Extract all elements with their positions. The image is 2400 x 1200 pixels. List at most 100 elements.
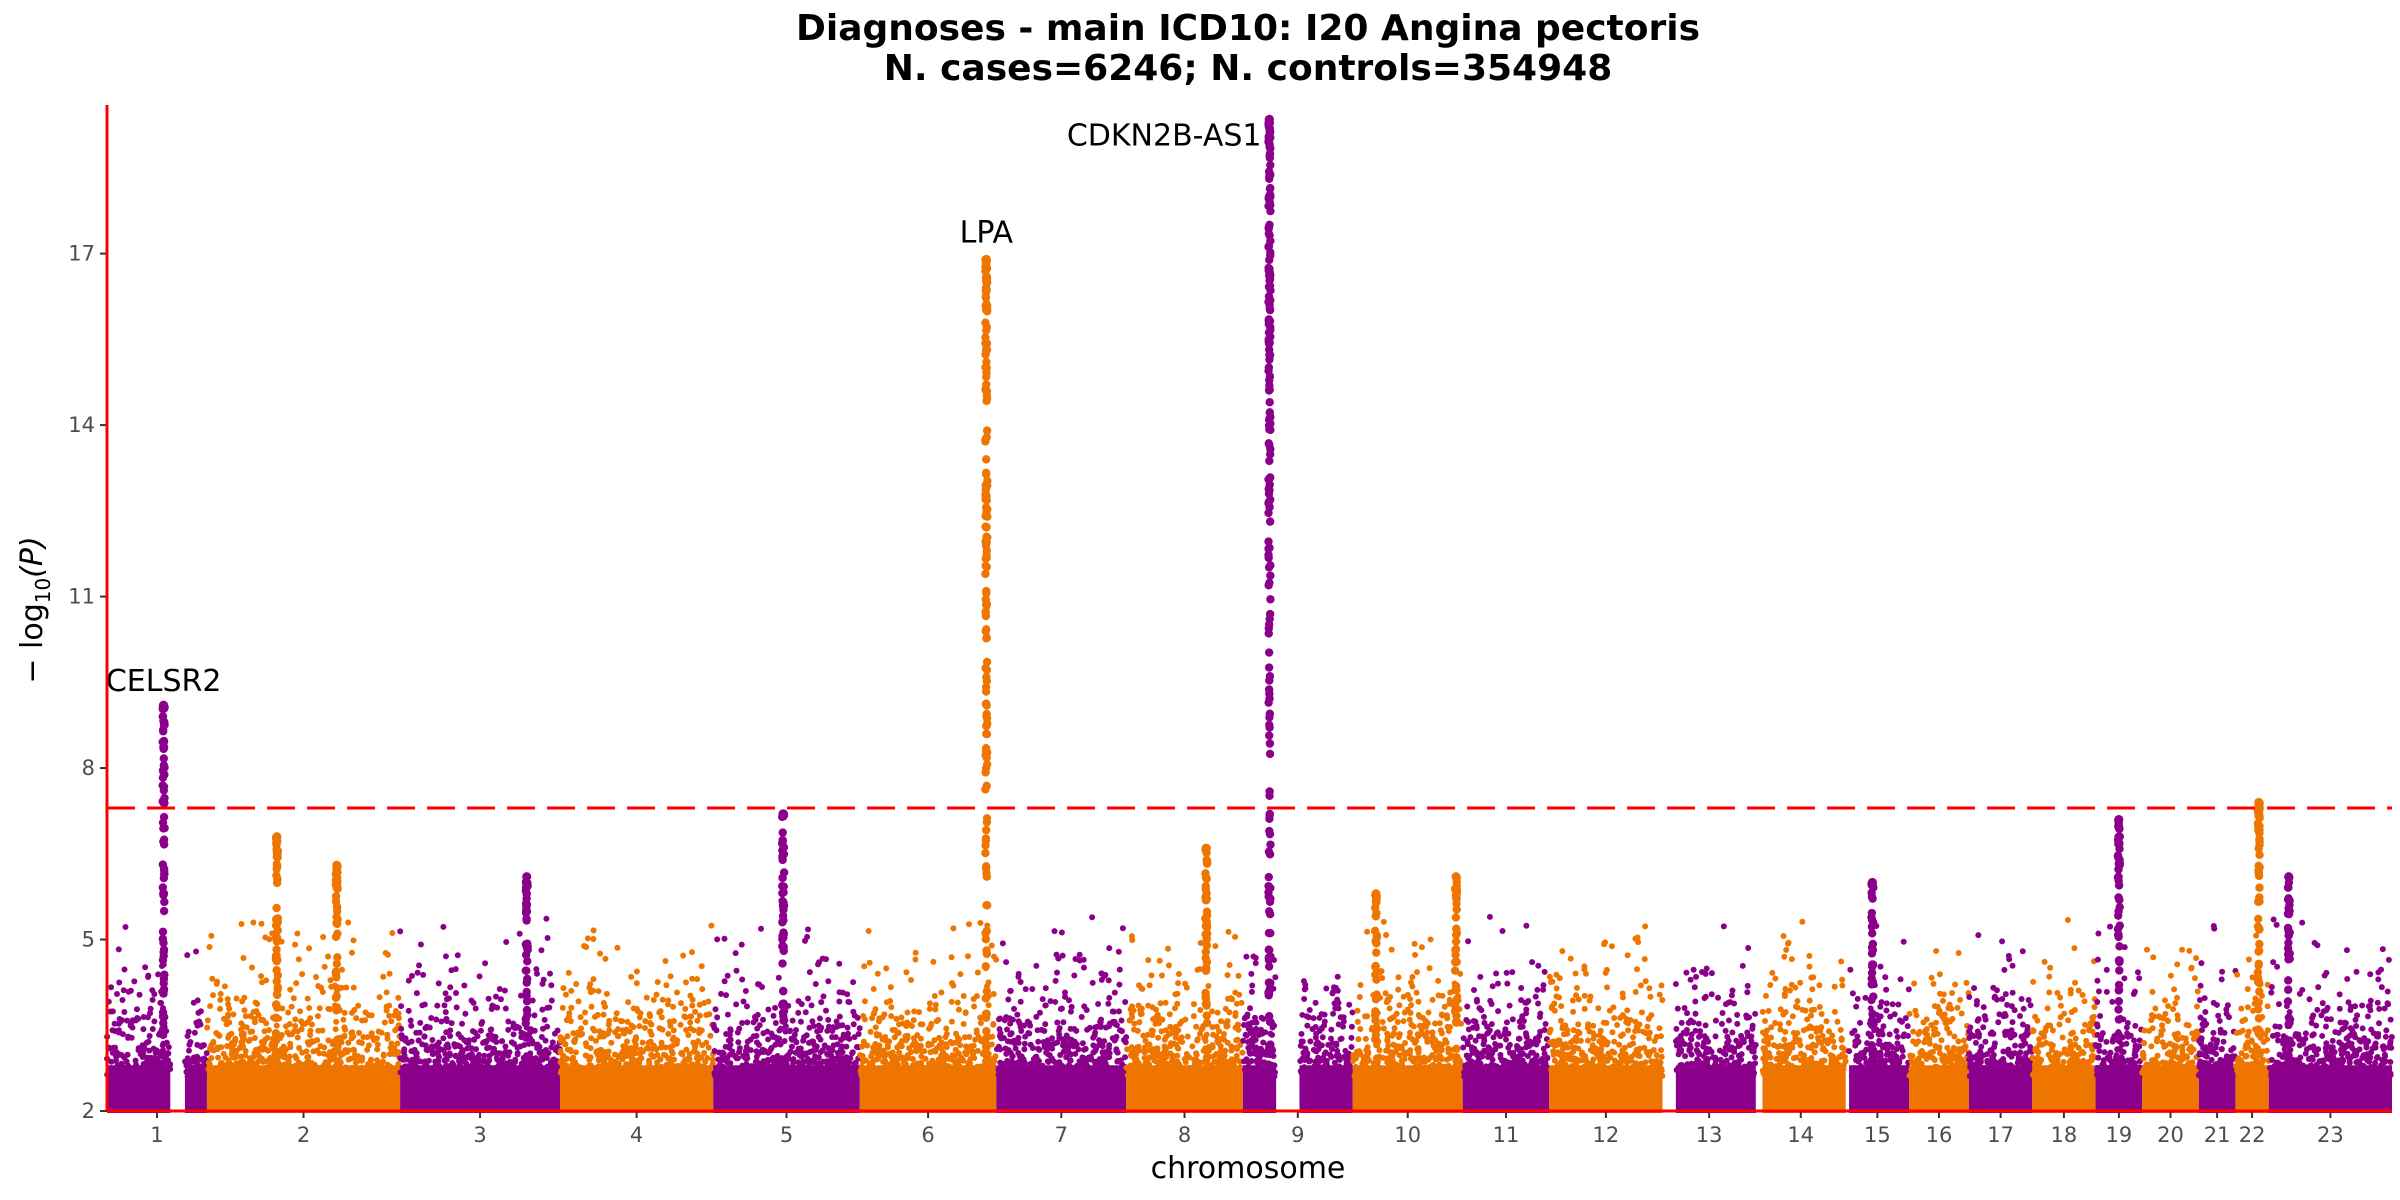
snp-point — [1509, 1016, 1516, 1023]
snp-point — [995, 1071, 1002, 1078]
snp-point — [132, 1061, 139, 1068]
snp-point — [1642, 923, 1649, 930]
snp-point — [1313, 1041, 1320, 1048]
snp-point — [615, 1065, 622, 1072]
snp-point — [1500, 1072, 1507, 1079]
snp-point — [1172, 991, 1179, 998]
snp-point — [152, 1060, 159, 1067]
snp-point — [1503, 1019, 1510, 1026]
snp-point — [1238, 999, 1245, 1006]
snp-point — [1065, 1062, 1072, 1069]
snp-point — [694, 1050, 701, 1057]
snp-point — [1708, 991, 1715, 998]
snp-point — [542, 1046, 549, 1053]
snp-point — [993, 956, 1000, 963]
snp-point — [345, 1039, 352, 1046]
snp-point — [663, 1072, 670, 1079]
snp-point — [705, 1044, 712, 1051]
snp-point — [1174, 1052, 1181, 1059]
snp-point — [1182, 1016, 1189, 1023]
snp-point — [1102, 1062, 1109, 1069]
snp-point — [1739, 962, 1746, 969]
snp-point — [144, 1014, 151, 1021]
snp-point — [1063, 1032, 1070, 1039]
snp-point — [1600, 1053, 1607, 1060]
snp-point — [1369, 1072, 1376, 1079]
snp-point — [1328, 1026, 1335, 1033]
snp-point — [1090, 1069, 1097, 1076]
snp-point — [1212, 943, 1219, 950]
snp-point — [1017, 978, 1024, 985]
snp-point — [454, 952, 461, 959]
snp-point — [964, 953, 971, 960]
snp-point — [776, 1035, 783, 1042]
snp-point — [1226, 962, 1233, 969]
snp-point — [1153, 1019, 1160, 1026]
snp-point — [325, 953, 332, 960]
snp-point — [660, 1051, 667, 1058]
snp-point — [781, 1038, 788, 1045]
snp-point — [422, 1025, 429, 1032]
snp-point — [540, 976, 547, 983]
snp-point — [1144, 1041, 1151, 1048]
snp-point — [1535, 962, 1542, 969]
snp-point — [999, 940, 1006, 947]
snp-point — [1376, 1047, 1383, 1054]
snp-point — [283, 1023, 290, 1030]
snp-point — [199, 1042, 206, 1049]
snp-point — [1479, 1033, 1486, 1040]
snp-point — [974, 969, 981, 976]
snp-point — [502, 1043, 509, 1050]
snp-point — [1008, 1030, 1015, 1037]
chromosome-8-points — [1123, 928, 1246, 1113]
snp-point — [1725, 1017, 1732, 1024]
snp-point — [679, 1051, 686, 1058]
snp-point — [733, 1001, 740, 1008]
snp-point — [145, 1038, 152, 1045]
snp-point — [1489, 1056, 1496, 1063]
snp-point — [1486, 913, 1493, 920]
snp-point — [1027, 1041, 1034, 1048]
snp-point — [1105, 977, 1112, 984]
snp-point — [122, 924, 129, 931]
snp-point — [185, 1057, 192, 1064]
snp-point — [387, 1044, 394, 1051]
snp-point — [851, 1012, 858, 1019]
snp-point — [1066, 1072, 1073, 1079]
snp-point — [1362, 1035, 1369, 1042]
snp-point — [1156, 957, 1163, 964]
snp-point — [1734, 1020, 1741, 1027]
snp-point — [1005, 996, 1012, 1003]
snp-point — [1136, 1019, 1143, 1026]
snp-point — [1497, 1051, 1504, 1058]
snp-point — [397, 928, 404, 935]
snp-point — [472, 1005, 479, 1012]
snp-point — [1194, 1037, 1201, 1044]
snp-point — [281, 1061, 288, 1068]
snp-point — [568, 987, 575, 994]
snp-point — [1057, 1005, 1064, 1012]
snp-point — [1193, 1050, 1200, 1057]
snp-point — [1245, 1059, 1252, 1066]
snp-point — [1488, 1000, 1495, 1007]
snp-point — [549, 1039, 556, 1046]
snp-point — [1254, 1057, 1261, 1064]
snp-point — [721, 978, 728, 985]
snp-point — [327, 977, 334, 984]
snp-point — [716, 1067, 723, 1074]
snp-point — [341, 1009, 348, 1016]
snp-point — [511, 1040, 518, 1047]
snp-point — [1469, 1046, 1476, 1053]
snp-point — [1089, 914, 1096, 921]
snp-point — [119, 996, 126, 1003]
snp-point — [791, 1031, 798, 1038]
snp-point — [238, 1039, 245, 1046]
snp-point — [1395, 1034, 1402, 1041]
snp-point — [793, 1039, 800, 1046]
snp-point — [1584, 1037, 1591, 1044]
snp-point — [1116, 1027, 1123, 1034]
snp-point — [960, 993, 967, 1000]
snp-point — [1582, 1063, 1589, 1070]
snp-point — [1130, 1052, 1137, 1059]
snp-point — [542, 1037, 549, 1044]
